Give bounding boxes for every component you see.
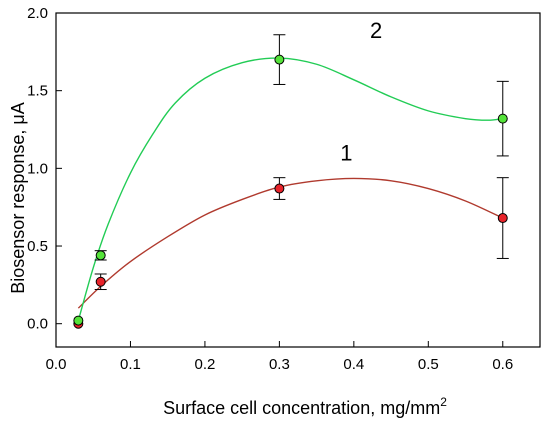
series-2-point xyxy=(73,315,84,326)
x-tick-label: 0.0 xyxy=(46,356,67,373)
x-axis-title-superscript: 2 xyxy=(440,395,447,409)
plot-frame xyxy=(55,12,541,348)
y-tick-label: 1.5 xyxy=(27,83,48,100)
series-2-point xyxy=(497,113,508,124)
x-tick-label: 0.3 xyxy=(269,356,290,373)
series-1-label: 1 xyxy=(340,141,352,166)
x-tick-label: 0.1 xyxy=(120,356,141,373)
plot-layer: 12 xyxy=(73,18,509,329)
series-2-point xyxy=(274,54,285,65)
series-1-curve xyxy=(77,177,504,309)
series-2-curve xyxy=(77,57,503,321)
ticks-layer: 0.0 0.1 0.2 0.3 0.4 0.5 0.6 0.0 0.5 1.0 1.5 2.0 xyxy=(27,5,513,373)
series-1-point xyxy=(497,213,508,224)
series-1-point xyxy=(95,276,106,287)
y-tick-label: 1.0 xyxy=(27,160,48,177)
y-tick-label: 0.5 xyxy=(27,238,48,255)
x-tick-label: 0.4 xyxy=(343,356,364,373)
y-tick-label: 2.0 xyxy=(27,5,48,22)
x-tick-label: 0.6 xyxy=(492,356,513,373)
y-tick-label: 0.0 xyxy=(27,316,48,333)
x-tick-label: 0.5 xyxy=(418,356,439,373)
x-axis-title-main: Surface cell concentration, mg/mm xyxy=(163,398,440,418)
series-2-label: 2 xyxy=(370,18,382,43)
x-axis-title: Surface cell concentration, mg/mm2 xyxy=(163,395,447,418)
x-tick-label: 0.2 xyxy=(194,356,215,373)
y-axis-title: Biosensor response, μA xyxy=(8,102,28,293)
series-2-point xyxy=(95,250,106,261)
series-1-point xyxy=(274,183,285,194)
